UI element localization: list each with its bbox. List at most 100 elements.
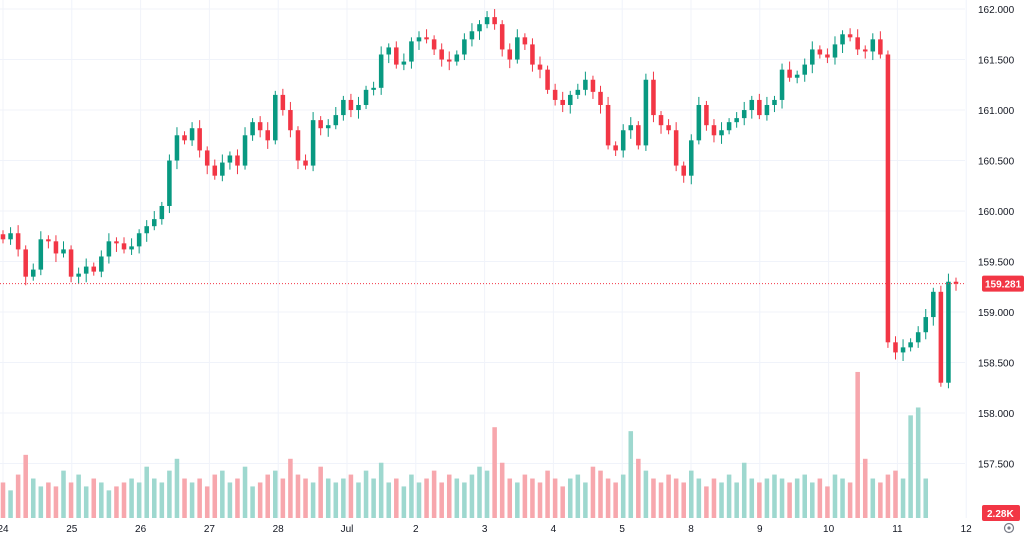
- time-axis[interactable]: 24 25 26 27 28 Jul 2 3 4 5 8 9 10 11 12: [0, 524, 972, 535]
- candle-body: [855, 37, 860, 50]
- candle-body: [673, 130, 679, 166]
- candle-body: [378, 54, 384, 88]
- candle-body: [99, 256, 104, 272]
- volume-bar: [749, 478, 755, 518]
- volume-bar: [106, 490, 112, 518]
- candle-body: [696, 104, 702, 141]
- candle-body: [560, 99, 565, 105]
- candle-body: [825, 54, 830, 58]
- candle-body: [552, 89, 558, 100]
- volume-bar: [265, 474, 270, 518]
- candle-body: [235, 155, 240, 166]
- volume-bar: [152, 478, 157, 518]
- candle-body: [91, 266, 97, 272]
- volume-bar: [696, 478, 702, 518]
- volume-bar: [189, 482, 195, 518]
- candle-body: [507, 49, 513, 60]
- price-tick-label: 160.000: [978, 207, 1015, 218]
- volume-bar: [643, 470, 649, 518]
- volume-bar: [620, 474, 626, 518]
- candle-body: [537, 64, 543, 70]
- time-tick-label: 24: [0, 524, 9, 535]
- candle-body: [946, 281, 951, 383]
- settings-icon[interactable]: [1003, 522, 1015, 534]
- candle-body: [802, 64, 807, 75]
- candle-body: [303, 160, 308, 166]
- candle-body: [363, 89, 369, 105]
- volume-bar: [409, 474, 414, 518]
- volume-bar: [885, 474, 891, 518]
- candle-body: [348, 99, 354, 111]
- volume-bar: [439, 482, 444, 518]
- volume-bar: [779, 478, 785, 518]
- volume-bar: [53, 486, 59, 518]
- time-tick-label: 10: [823, 524, 835, 535]
- candle-body: [817, 49, 823, 55]
- candle-body: [446, 59, 452, 62]
- volume-bar: [734, 482, 739, 518]
- candle-body: [242, 135, 248, 166]
- volume-bar: [545, 470, 550, 518]
- candle-body: [212, 165, 218, 176]
- volume-bar: [832, 474, 838, 518]
- candle-body: [878, 39, 883, 55]
- volume-bar: [862, 458, 868, 518]
- candle-body: [704, 104, 709, 126]
- price-tick-label: 158.000: [978, 409, 1015, 420]
- volume-bar: [719, 482, 724, 518]
- time-tick-label: Jul: [341, 524, 354, 535]
- volume-bar: [764, 478, 770, 518]
- candle-body: [938, 291, 944, 383]
- candle-body: [356, 104, 361, 111]
- candle-body: [454, 54, 460, 62]
- volume-bar: [91, 478, 97, 518]
- volume-bar: [515, 482, 520, 518]
- candle-body: [681, 165, 686, 176]
- volume-bar: [159, 482, 165, 518]
- candle-body: [295, 130, 301, 161]
- candle-body: [136, 233, 142, 247]
- volume-badge-bg: [982, 505, 1020, 521]
- candle-body: [522, 37, 528, 45]
- time-tick-label: 2: [413, 524, 419, 535]
- volume-bar: [711, 478, 717, 518]
- candle-body: [197, 128, 202, 151]
- volume-bar: [348, 474, 354, 518]
- volume-bar: [371, 478, 376, 518]
- volume-bar: [167, 470, 172, 518]
- price-tick-label: 161.500: [978, 56, 1015, 67]
- candle-body: [53, 241, 59, 254]
- candle-body: [734, 118, 739, 123]
- candle-body: [900, 347, 906, 353]
- volume-bar: [46, 482, 51, 518]
- time-tick-label: 26: [135, 524, 147, 535]
- volume-bar: [280, 478, 286, 518]
- candle-body: [810, 49, 815, 65]
- volume-bar: [386, 482, 392, 518]
- volume-bar: [537, 482, 543, 518]
- volume-bar: [303, 478, 308, 518]
- volume-bar: [915, 407, 921, 518]
- price-axis[interactable]: 162.000 161.500 161.000 160.500 160.000 159.5…: [978, 5, 1015, 470]
- candle-body: [15, 233, 21, 250]
- volume-bar: [651, 478, 656, 518]
- candle-body: [847, 34, 853, 38]
- candle-body: [583, 79, 588, 90]
- volume-bar: [273, 470, 278, 518]
- candle-body: [772, 99, 777, 105]
- volume-bar: [242, 466, 248, 518]
- candle-body: [462, 39, 467, 55]
- candle-body: [106, 241, 112, 257]
- volume-bar: [30, 478, 36, 518]
- volume-bar: [341, 478, 346, 518]
- candle-body: [658, 115, 664, 126]
- volume-bar: [378, 462, 384, 518]
- volume-bar: [61, 470, 66, 518]
- candle-body: [636, 125, 641, 146]
- candle-body: [227, 155, 233, 163]
- candle-body: [620, 130, 626, 151]
- candle-body: [220, 162, 225, 176]
- volume-bar: [704, 486, 709, 518]
- candle-body: [310, 120, 316, 166]
